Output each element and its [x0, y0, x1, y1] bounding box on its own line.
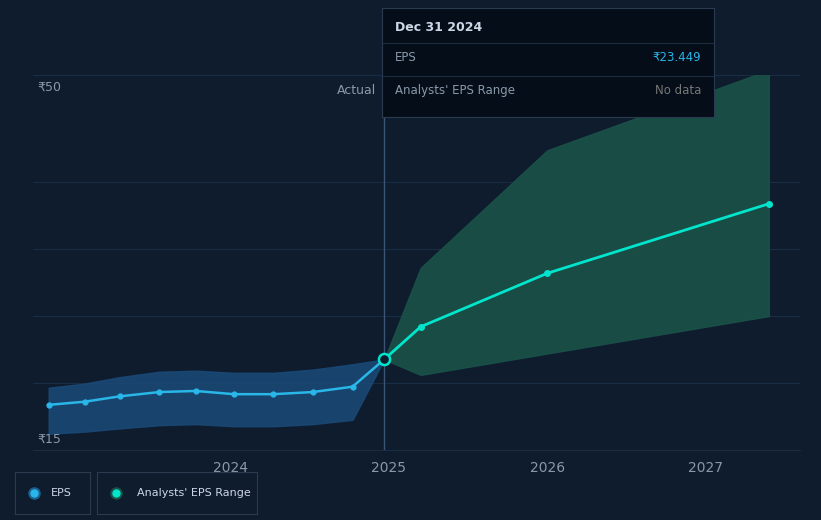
Text: EPS: EPS	[395, 51, 417, 64]
Text: Actual: Actual	[337, 84, 376, 97]
Text: Analysts' EPS Range: Analysts' EPS Range	[395, 84, 515, 97]
Text: ₹15: ₹15	[38, 433, 62, 446]
Text: EPS: EPS	[51, 488, 72, 498]
Text: No data: No data	[654, 84, 701, 97]
Text: Analysts Forecasts: Analysts Forecasts	[397, 84, 513, 97]
Text: ₹23.449: ₹23.449	[653, 51, 701, 64]
Text: ₹50: ₹50	[38, 81, 62, 94]
Text: Dec 31 2024: Dec 31 2024	[395, 21, 482, 34]
Text: Analysts' EPS Range: Analysts' EPS Range	[137, 488, 250, 498]
